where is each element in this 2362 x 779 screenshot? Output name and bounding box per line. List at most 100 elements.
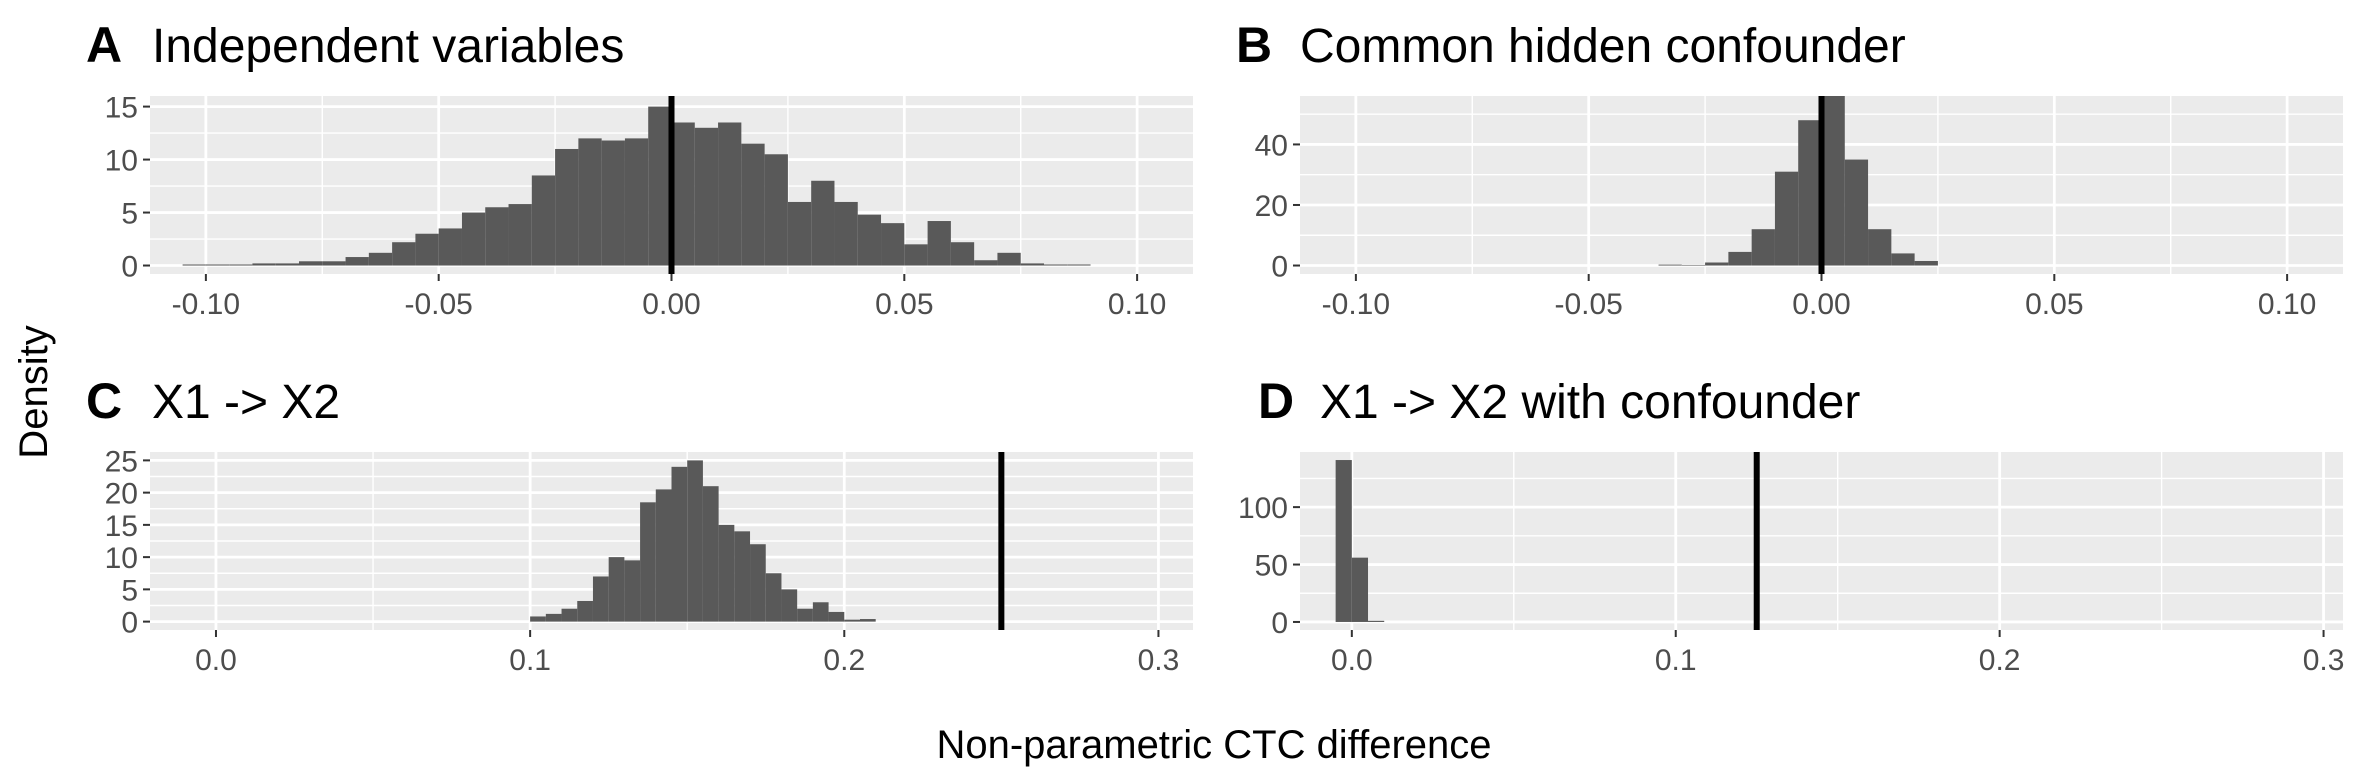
y-tick-label: 15: [105, 92, 138, 125]
histogram-bar: [828, 611, 845, 622]
histogram-bar: [1335, 460, 1352, 622]
y-tick-label: 0: [1271, 607, 1288, 640]
histogram-bar: [734, 531, 751, 622]
histogram-bar: [764, 154, 788, 266]
histogram-bar: [1368, 620, 1385, 622]
histogram-bar: [1868, 229, 1892, 266]
histogram-bar: [601, 140, 625, 266]
histogram-bar: [229, 264, 253, 266]
y-tick-label: 15: [105, 510, 138, 543]
histogram-bar: [1891, 253, 1915, 266]
histogram-bar: [741, 143, 765, 266]
x-tick-label: 0.0: [195, 644, 237, 677]
panel-a: -0.10 -0.05 0.00 0.05 0.10 0 5 10 15 A Independent…: [86, 17, 1193, 321]
x-tick-label: 0.00: [642, 288, 700, 321]
histogram-bar: [671, 122, 695, 266]
y-tick-label: 50: [1255, 550, 1288, 583]
histogram-bar: [624, 138, 649, 266]
histogram-bar: [1751, 229, 1775, 266]
histogram-bar: [1728, 251, 1752, 266]
x-tick-label: -0.10: [172, 288, 240, 321]
histogram-bar: [787, 201, 812, 266]
histogram-bar: [461, 212, 486, 266]
histogram-bar: [904, 244, 928, 266]
x-tick-label: 0.05: [2025, 288, 2083, 321]
x-tick-label: 0.2: [1979, 644, 2021, 677]
histogram-bar: [857, 214, 882, 266]
histogram-bar: [508, 204, 532, 266]
histogram-bar: [608, 557, 625, 622]
histogram-bar: [1681, 264, 1706, 266]
panel-letter: C: [86, 373, 122, 429]
x-tick-label: 0.10: [1108, 288, 1166, 321]
histogram-bar: [322, 261, 346, 266]
histogram-bar: [1351, 557, 1369, 622]
panel-title: X1 -> X2 with confounder: [1320, 376, 1860, 429]
histogram-bar: [927, 221, 951, 266]
histogram-bar: [368, 252, 393, 266]
histogram-bar: [811, 180, 835, 266]
histogram-bar: [578, 138, 602, 266]
histogram-bar: [1044, 264, 1068, 266]
histogram-bar: [640, 502, 656, 622]
x-tick-label: -0.05: [1554, 288, 1622, 321]
histogram-bar: [812, 602, 829, 622]
x-tick-label: 0.1: [509, 644, 551, 677]
histogram-bar: [252, 263, 276, 266]
y-tick-label: 100: [1238, 492, 1288, 525]
histogram-bar: [545, 613, 562, 622]
histogram-bar: [702, 486, 719, 622]
histogram-bar: [561, 608, 578, 622]
panel-d: 0.0 0.1 0.2 0.3 0 50 100 D X1 -> X2 with confoun…: [1238, 373, 2344, 677]
histogram-bar: [1914, 260, 1938, 266]
histogram-bar: [765, 573, 782, 622]
histogram-bar: [275, 263, 299, 266]
histogram-bar: [299, 261, 323, 266]
panel-title: X1 -> X2: [152, 376, 340, 429]
histogram-bar: [1774, 171, 1799, 266]
histogram-bar: [1844, 159, 1869, 266]
histogram-bar: [1705, 262, 1729, 266]
panel-b: -0.10 -0.05 0.00 0.05 0.10 0 20 40 B Common hidde…: [1236, 17, 2343, 321]
histogram-bar: [1658, 264, 1682, 266]
x-tick-label: 0.05: [875, 288, 933, 321]
y-tick-label: 5: [121, 574, 138, 607]
histogram-bar: [1067, 264, 1091, 266]
y-tick-label: 20: [105, 478, 138, 511]
histogram-bar: [834, 201, 858, 266]
histogram-bar: [1020, 263, 1044, 266]
y-tick-label: 10: [105, 542, 138, 575]
y-tick-label: 5: [121, 198, 138, 231]
y-tick-label: 0: [1271, 251, 1288, 284]
panel-letter: D: [1258, 373, 1294, 429]
histogram-bar: [624, 560, 641, 622]
plot-background: [1300, 452, 2343, 630]
y-tick-label: 20: [1255, 190, 1288, 223]
histogram-bar: [655, 489, 672, 622]
x-tick-label: 0.3: [1138, 644, 1180, 677]
x-tick-label: 0.2: [823, 644, 865, 677]
panel-letter: A: [86, 17, 122, 73]
histogram-bar: [592, 576, 609, 622]
histogram-bar: [881, 223, 905, 266]
histogram-bar: [1798, 120, 1822, 266]
histogram-bar: [648, 106, 672, 266]
panel-title: Independent variables: [152, 20, 624, 73]
x-tick-label: 0.00: [1792, 288, 1850, 321]
x-tick-label: 0.3: [2303, 644, 2345, 677]
histogram-bar: [182, 264, 206, 266]
histogram-bar: [718, 524, 735, 622]
histogram-bar: [485, 207, 509, 266]
x-axis-title: Non-parametric CTC difference: [936, 723, 1491, 767]
histogram-bar: [950, 242, 975, 266]
histogram-bar: [530, 616, 546, 622]
y-tick-label: 40: [1255, 129, 1288, 162]
x-tick-label: 0.10: [2258, 288, 2316, 321]
x-tick-label: 0.0: [1331, 644, 1373, 677]
histogram-bar: [392, 242, 416, 266]
y-axis-title: Density: [12, 325, 56, 458]
histogram-bar: [577, 600, 593, 622]
